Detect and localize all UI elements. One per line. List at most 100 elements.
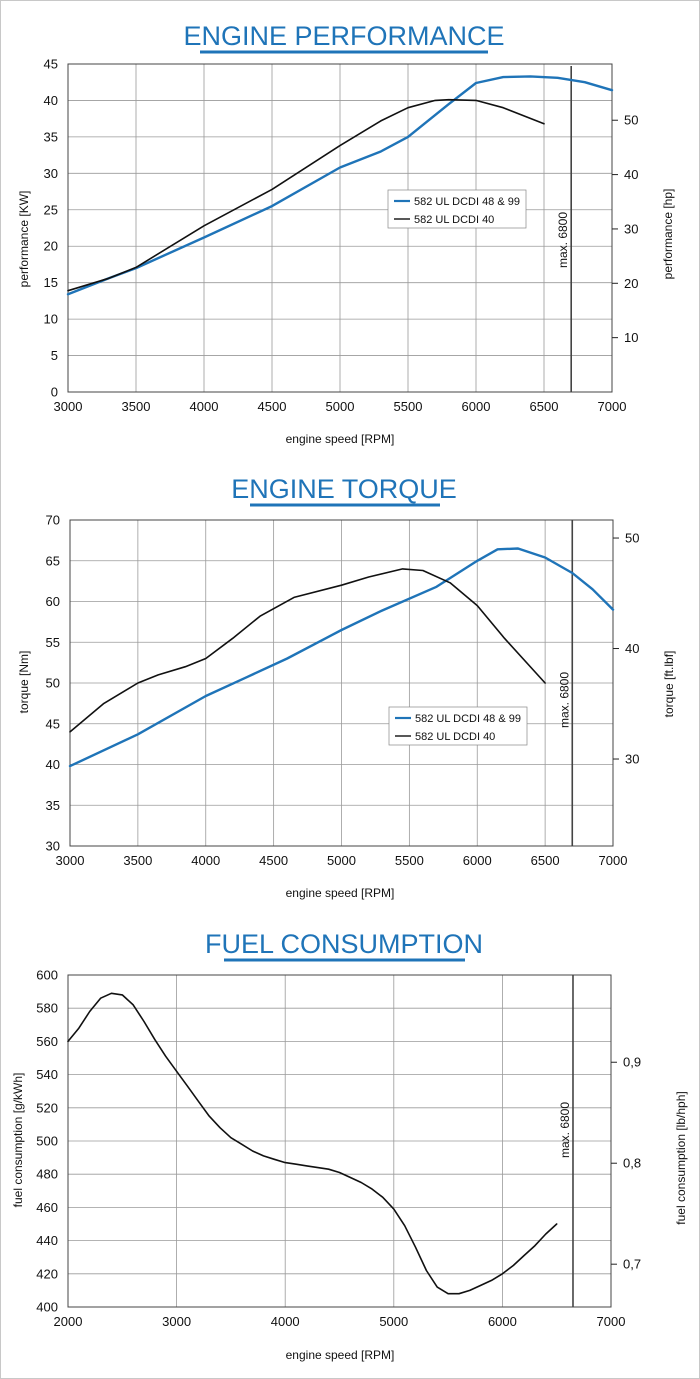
y2-axis-label: fuel consumption [lb/hph] xyxy=(674,1091,688,1224)
y-tick-label: 45 xyxy=(46,716,60,731)
x-tick-label: 4000 xyxy=(271,1314,300,1329)
max-rpm-label: max. 6800 xyxy=(557,672,571,728)
x-tick-label: 3500 xyxy=(123,853,152,868)
x-tick-label: 4000 xyxy=(191,853,220,868)
y-tick-label: 580 xyxy=(36,1001,58,1016)
chart-title: FUEL CONSUMPTION xyxy=(205,929,483,959)
y-tick-label: 35 xyxy=(46,798,60,813)
y-tick-label: 35 xyxy=(44,129,58,144)
y-tick-label: 480 xyxy=(36,1167,58,1182)
plot-area xyxy=(67,974,612,1308)
legend-box xyxy=(388,706,528,746)
y-tick-label: 40 xyxy=(46,757,60,772)
x-tick-label: 5000 xyxy=(327,853,356,868)
x-tick-label: 3000 xyxy=(56,853,85,868)
y-tick-label: 15 xyxy=(44,275,58,290)
y-tick-label: 10 xyxy=(44,312,58,327)
series-line-2 xyxy=(67,98,545,292)
y-tick-label: 0 xyxy=(51,385,58,400)
x-tick-label: 3500 xyxy=(122,399,151,414)
y2-tick-label: 0,7 xyxy=(623,1257,641,1272)
y2-axis-label: performance [hp] xyxy=(661,189,675,280)
x-tick-label: 3000 xyxy=(162,1314,191,1329)
y-tick-label: 25 xyxy=(44,202,58,217)
legend-label-series-2: 582 UL DCDI 40 xyxy=(415,731,495,743)
grid-lines xyxy=(67,63,613,393)
series-lines xyxy=(67,992,558,1295)
y2-tick-label: 50 xyxy=(624,113,638,128)
y-tick-label: 40 xyxy=(44,93,58,108)
legend-label-series-2: 582 UL DCDI 40 xyxy=(414,214,494,226)
axis-ticks: 2000 3000 4000 5000 6000 7000 400 420 440 460 480 5… xyxy=(36,968,641,1330)
series-lines xyxy=(66,75,614,296)
series-lines xyxy=(68,547,615,768)
x-tick-label: 6500 xyxy=(531,853,560,868)
engine-torque-chart: ENGINE TORQUE 3000 3500 4000 4500 5000 5500 60… xyxy=(17,474,676,900)
y-tick-label: 30 xyxy=(44,166,58,181)
series-line-1 xyxy=(67,992,558,1295)
x-tick-label: 7000 xyxy=(598,399,627,414)
y-tick-label: 50 xyxy=(46,676,60,691)
x-tick-label: 6500 xyxy=(530,399,559,414)
chart-title: ENGINE TORQUE xyxy=(231,474,457,504)
x-tick-label: 6000 xyxy=(462,399,491,414)
y-axis-label: torque [Nm] xyxy=(17,651,31,714)
x-tick-label: 5000 xyxy=(326,399,355,414)
y-tick-label: 400 xyxy=(36,1300,58,1315)
engine-performance-chart: ENGINE PERFORMANCE 3000 3500 4000 4500 5000 5… xyxy=(17,21,675,446)
x-tick-label: 3000 xyxy=(54,399,83,414)
y2-tick-label: 40 xyxy=(624,167,638,182)
y-tick-label: 30 xyxy=(46,839,60,854)
fuel-consumption-chart: FUEL CONSUMPTION 2000 3000 4000 5000 6000 700… xyxy=(11,929,688,1362)
y2-tick-label: 50 xyxy=(625,531,639,546)
y-tick-label: 560 xyxy=(36,1034,58,1049)
y-tick-label: 55 xyxy=(46,635,60,650)
y-tick-label: 440 xyxy=(36,1233,58,1248)
x-tick-label: 4500 xyxy=(259,853,288,868)
plot-area xyxy=(67,63,613,393)
x-tick-label: 5000 xyxy=(379,1314,408,1329)
chart-title: ENGINE PERFORMANCE xyxy=(183,21,504,51)
max-rpm-label: max. 6800 xyxy=(558,1102,572,1158)
x-tick-label: 5500 xyxy=(395,853,424,868)
max-rpm-label: max. 6800 xyxy=(556,212,570,268)
y-tick-label: 540 xyxy=(36,1067,58,1082)
axis-ticks: 3000 3500 4000 4500 5000 5500 6000 6500 7000 30 35… xyxy=(46,513,640,869)
y2-tick-label: 30 xyxy=(624,221,638,236)
series-line-2 xyxy=(69,568,546,733)
x-axis-label: engine speed [RPM] xyxy=(286,1348,395,1362)
series-line-1 xyxy=(66,75,614,296)
x-tick-label: 4500 xyxy=(258,399,287,414)
y2-tick-label: 40 xyxy=(625,641,639,656)
legend-label-series-1: 582 UL DCDI 48 & 99 xyxy=(415,713,521,725)
y2-tick-label: 10 xyxy=(624,330,638,345)
x-tick-label: 5500 xyxy=(394,399,423,414)
y-tick-label: 20 xyxy=(44,239,58,254)
y-tick-label: 70 xyxy=(46,513,60,528)
y2-tick-label: 30 xyxy=(625,752,639,767)
y2-tick-label: 0,8 xyxy=(623,1156,641,1171)
axis-ticks: 3000 3500 4000 4500 5000 5500 6000 6500 7000 0 5 10… xyxy=(44,57,639,415)
y2-axis-label: torque [ft.lbf] xyxy=(662,651,676,718)
series-line-1 xyxy=(68,547,615,768)
grid-lines xyxy=(67,974,612,1308)
x-tick-label: 4000 xyxy=(190,399,219,414)
plot-area xyxy=(69,519,614,847)
y-tick-label: 600 xyxy=(36,968,58,983)
grid-lines xyxy=(69,519,614,847)
y-tick-label: 500 xyxy=(36,1134,58,1149)
legend: 582 UL DCDI 48 & 99 582 UL DCDI 40 xyxy=(388,706,528,746)
y-tick-label: 60 xyxy=(46,594,60,609)
y-tick-label: 460 xyxy=(36,1200,58,1215)
y-axis-label: fuel consumption [g/kWh] xyxy=(11,1073,25,1208)
x-axis-label: engine speed [RPM] xyxy=(286,886,395,900)
x-tick-label: 7000 xyxy=(599,853,628,868)
x-tick-label: 6000 xyxy=(463,853,492,868)
y-tick-label: 420 xyxy=(36,1266,58,1281)
y-tick-label: 45 xyxy=(44,57,58,72)
x-tick-label: 2000 xyxy=(54,1314,83,1329)
x-tick-label: 7000 xyxy=(597,1314,626,1329)
y-tick-label: 65 xyxy=(46,553,60,568)
y-tick-label: 520 xyxy=(36,1100,58,1115)
